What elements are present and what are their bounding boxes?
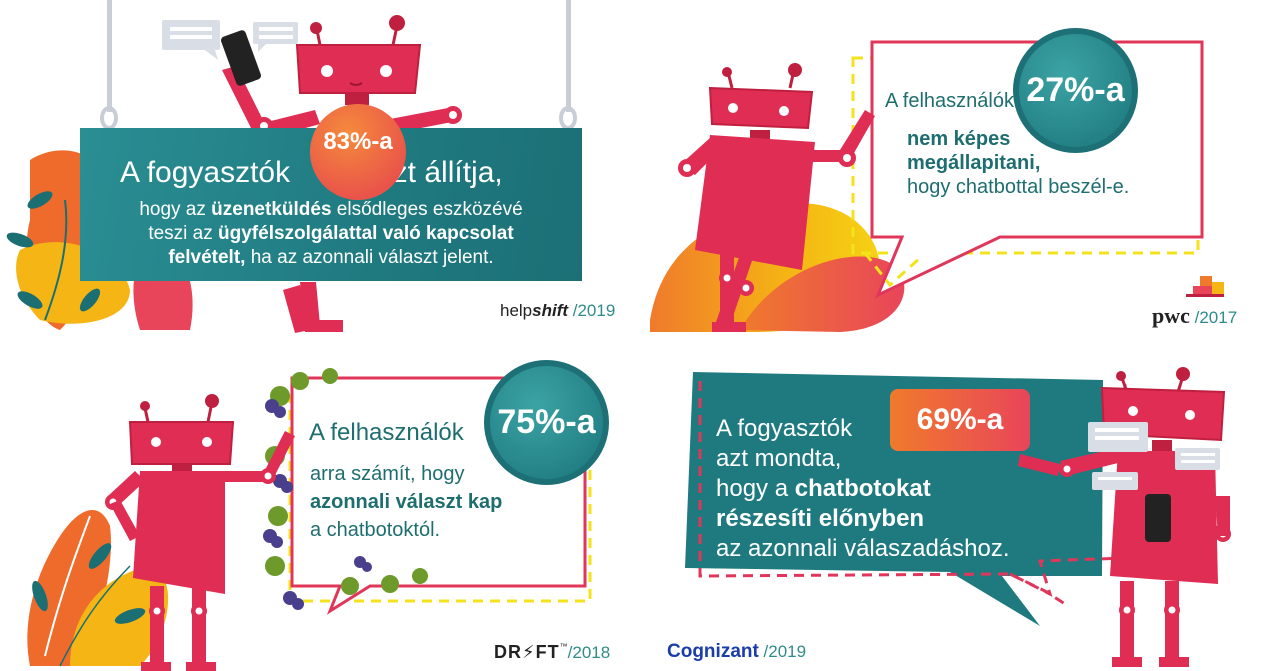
panel-drift: 75%-a A felhasználók arra számít, hogy a…	[0, 336, 640, 671]
stat-description: arra számít, hogy azonnali választ kap a…	[310, 463, 503, 541]
stat-percentage-badge-cognizant: 69%-a	[890, 389, 1030, 451]
source-cognizant: Cognizant /2019	[667, 641, 807, 662]
stat-subject: A felhasználók	[885, 90, 1014, 112]
robot-with-vines-illustration	[27, 368, 592, 671]
stat-description: hogy az üzenetküldés elsődleges eszközév…	[139, 199, 523, 268]
source-pwc: pwc /2017	[1152, 303, 1238, 328]
robot-holding-phone-illustration	[6, 0, 577, 333]
stat-subject: A fogyasztók	[716, 415, 853, 442]
stat-percentage-badge: 75%-a	[484, 360, 609, 485]
stat-description: A fogyasztók azt mondta, hogy a chatboto…	[716, 415, 1010, 562]
stat-subject: A felhasználók	[309, 419, 464, 446]
stat-description: nem képes megállapitani, hogy chatbottal…	[907, 128, 1130, 198]
stat-subject: A fogyasztók	[120, 156, 291, 189]
panel-helpshift: A fogyasztók azt állítja, hogy az üzenet…	[0, 0, 640, 336]
panel-pwc: 27%-a A felhasználók nem képes megállapi…	[640, 0, 1280, 336]
source-helpshift: helpshift /2019	[500, 301, 616, 320]
stat-percentage-badge: 27%-a	[1013, 28, 1138, 153]
source-drift: DR⚡FT™/2018	[494, 642, 611, 662]
stat-percentage-badge: 83%-a	[310, 104, 406, 200]
panel-cognizant: A fogyasztók azt mondta, hogy a chatboto…	[640, 336, 1280, 671]
